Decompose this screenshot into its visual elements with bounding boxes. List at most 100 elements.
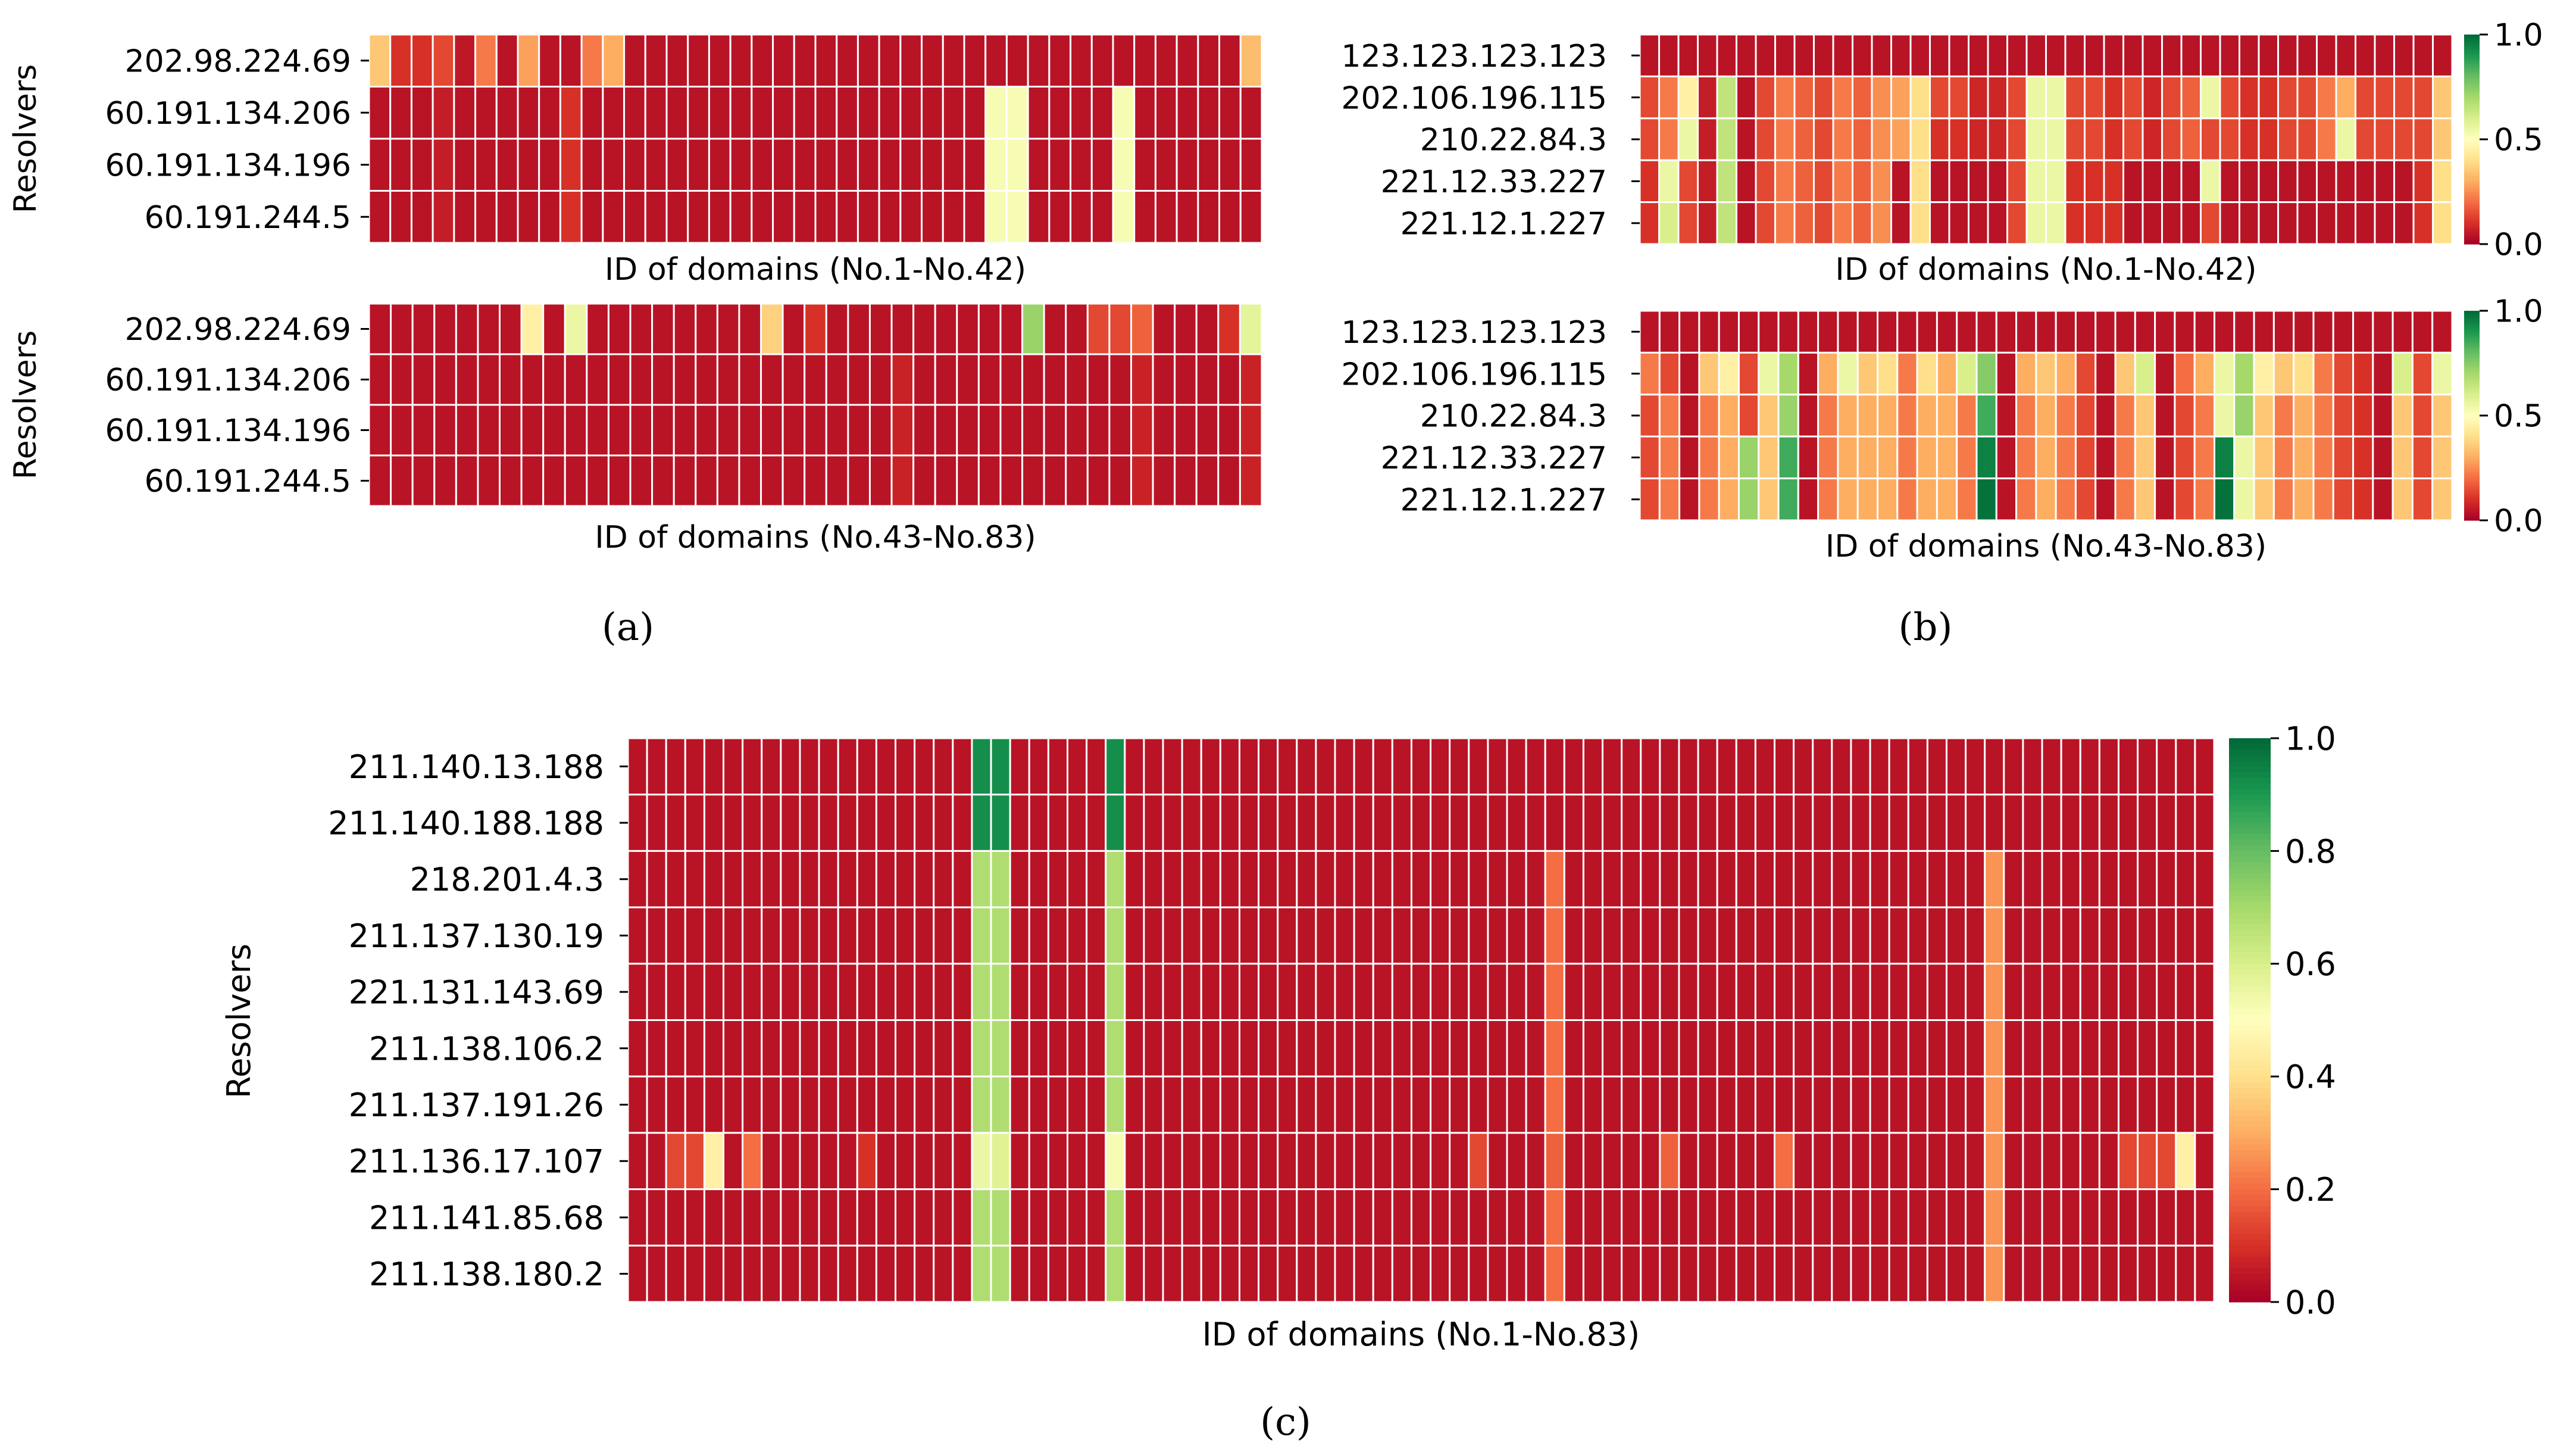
heatmap-cell (914, 1244, 935, 1303)
heatmap-cell (1238, 1244, 1260, 1303)
heatmap-cell (1582, 906, 1604, 965)
heatmap-cell (1563, 906, 1584, 965)
heatmap-cell (963, 138, 987, 192)
heatmap-cell (837, 794, 858, 852)
heatmap-cell (1334, 963, 1355, 1022)
heatmap-cell (1066, 963, 1088, 1022)
heatmap-cell (1238, 1075, 1260, 1134)
heatmap-cell (1070, 86, 1093, 140)
heatmap-cell (1965, 906, 1986, 965)
heatmap-cell (2064, 159, 2086, 204)
heatmap-cell (1984, 794, 2005, 852)
colorbar-segment (2229, 1268, 2271, 1275)
heatmap-cell (999, 454, 1024, 507)
heatmap-cell (1195, 302, 1220, 355)
heatmap-cell (1737, 477, 1760, 522)
heatmap-cell (1640, 850, 1661, 908)
heatmap-cell (1735, 1188, 1756, 1247)
heatmap-cell (1956, 310, 1978, 354)
heatmap-cell (411, 353, 436, 406)
colorbar-segment (2464, 453, 2480, 456)
heatmap-cell (1965, 850, 1986, 908)
colorbar-segment (2464, 392, 2480, 395)
heatmap-cell (1506, 737, 1527, 796)
heatmap-cell (738, 404, 762, 457)
colorbar-segment (2464, 116, 2480, 119)
heatmap-cell (1777, 477, 1799, 522)
colorbar-segment (2464, 158, 2480, 161)
heatmap-cell (586, 302, 609, 355)
heatmap-cell (2103, 33, 2124, 77)
heatmap-cell (410, 138, 434, 192)
colorbar-segment (2464, 461, 2480, 464)
heatmap-cell (1410, 963, 1432, 1022)
colorbar-segment (2229, 851, 2271, 857)
colorbar-segment (2464, 377, 2480, 380)
heatmap-cell (629, 302, 654, 355)
heatmap-cell (1200, 906, 1221, 965)
heatmap-cell (895, 1244, 916, 1303)
heatmap-cell (1315, 1188, 1336, 1247)
heatmap-cell (2253, 351, 2275, 396)
colorbar-segment (2229, 867, 2271, 874)
heatmap-cell (1124, 906, 1145, 965)
heatmap-cell (723, 850, 744, 908)
heatmap-cell (390, 302, 414, 355)
heatmap-cell (1410, 906, 1432, 965)
heatmap-cell (499, 454, 523, 507)
heatmap-cell (410, 86, 434, 140)
heatmap-cell (2194, 906, 2215, 965)
heatmap-cell (2006, 117, 2028, 161)
heatmap-cell (1907, 850, 1928, 908)
heatmap-cell (646, 1188, 667, 1247)
heatmap-cell (455, 353, 479, 406)
heatmap-cell (1987, 201, 2008, 245)
heatmap-cell (2035, 351, 2057, 396)
heatmap-cell (990, 850, 1011, 908)
heatmap-cell (665, 1188, 686, 1247)
heatmap-cell (2352, 351, 2374, 396)
heatmap-cell (2045, 75, 2067, 120)
heatmap-cell (2022, 794, 2043, 852)
heatmap-cell (1353, 1132, 1374, 1191)
heatmap-cell (971, 1244, 992, 1303)
heatmap-cell (1296, 1075, 1317, 1134)
heatmap-cell (761, 794, 782, 852)
heatmap-cell (2213, 477, 2236, 522)
heatmap-cell (2117, 963, 2139, 1022)
heatmaps-layer: 202.98.224.6960.191.134.20660.191.134.19… (8, 18, 2543, 1353)
heatmap-cell (1525, 850, 1546, 908)
heatmap-cell (1315, 794, 1336, 852)
heatmap-cell (952, 737, 973, 796)
heatmap-cell (1353, 737, 1374, 796)
heatmap-cell (1678, 351, 1700, 396)
colorbar-segment (2464, 85, 2480, 88)
heatmap-cell (1678, 1188, 1699, 1247)
heatmap-cell (627, 963, 648, 1022)
heatmap-cell (1066, 1188, 1088, 1247)
heatmap-cell (856, 138, 880, 192)
heatmap-cell (1984, 1132, 2005, 1191)
heatmap-cell (868, 353, 893, 406)
heatmap-cell (1956, 435, 1978, 480)
heatmap-cell (2312, 477, 2334, 522)
heatmap-cell (878, 33, 902, 88)
heatmap-cell (1391, 794, 1412, 852)
colorbar-segment (2464, 168, 2480, 171)
x-axis-label: ID of domains (No.43-No.83) (595, 520, 1036, 555)
heatmap-cell (1009, 1132, 1030, 1191)
heatmap-cell (1130, 404, 1154, 457)
heatmap-cell (814, 33, 838, 88)
heatmap-cell (1525, 1188, 1546, 1247)
heatmap-cell (1047, 1132, 1069, 1191)
heatmap-cell (1065, 302, 1089, 355)
heatmap-cell (1658, 33, 1680, 77)
colorbar-segment (2464, 130, 2480, 134)
heatmap-cell (2432, 201, 2453, 245)
heatmap-cell (1896, 435, 1918, 480)
heatmap-cell (2200, 159, 2221, 204)
heatmap-cell (2180, 201, 2202, 245)
heatmap-cell (433, 404, 457, 457)
heatmap-cell (1869, 850, 1890, 908)
heatmap-cell (2411, 477, 2434, 522)
